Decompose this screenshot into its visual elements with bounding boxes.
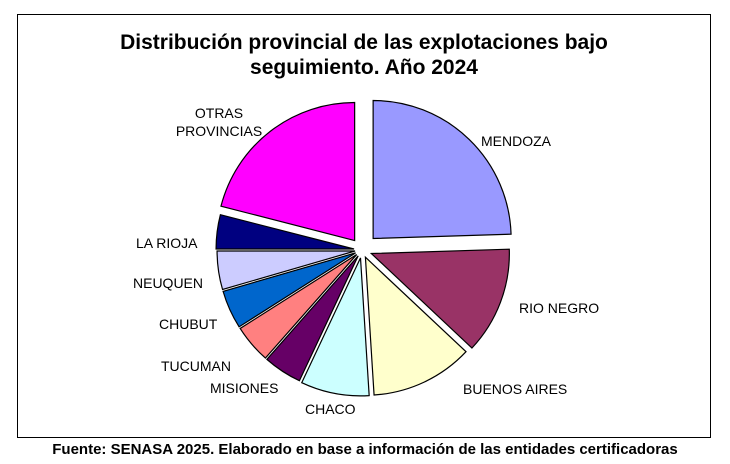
pie-slice-misiones xyxy=(266,255,359,382)
pie-label-neuquen: NEUQUEN xyxy=(133,275,203,291)
pie-slice-tucuman xyxy=(239,254,358,359)
chart-title-line-1: Distribución provincial de las explotaci… xyxy=(120,31,608,54)
pie-slice-rio-negro xyxy=(369,248,510,349)
pie-slice-buenos-aires xyxy=(364,255,467,396)
pie-label-buenos-aires: BUENOS AIRES xyxy=(463,381,567,397)
pie-label-misiones: MISIONES xyxy=(210,380,278,396)
pie-label-chubut: CHUBUT xyxy=(159,316,218,332)
chart-title: Distribución provincial de las explotaci… xyxy=(17,30,711,80)
pie-slice-neuquen xyxy=(216,250,356,291)
pie-label-tucuman: TUCUMAN xyxy=(161,358,231,374)
pie-label-mendoza: MENDOZA xyxy=(481,133,552,149)
pie-slice-chubut xyxy=(222,252,356,328)
pie-label-rio-negro: RIO NEGRO xyxy=(519,300,599,316)
pie-slice-la-rioja xyxy=(215,213,355,250)
pie-labels: MENDOZA RIO NEGRO BUENOS AIRES CHACO MISIONE… xyxy=(133,105,599,417)
pie-slices xyxy=(215,99,512,397)
pie-label-la-rioja: LA RIOJA xyxy=(136,235,198,251)
chart-title-line-2: seguimiento. Año 2024 xyxy=(250,56,478,79)
pie-slice-otras-provincias xyxy=(220,101,356,242)
source-note: Fuente: SENASA 2025. Elaborado en base a… xyxy=(52,441,678,458)
pie-label-otras-provincias: OTRAS PROVINCIAS xyxy=(176,105,262,139)
pie-slice-mendoza xyxy=(372,99,512,240)
pie-slice-chaco xyxy=(300,257,370,397)
pie-label-chaco: CHACO xyxy=(305,401,356,417)
